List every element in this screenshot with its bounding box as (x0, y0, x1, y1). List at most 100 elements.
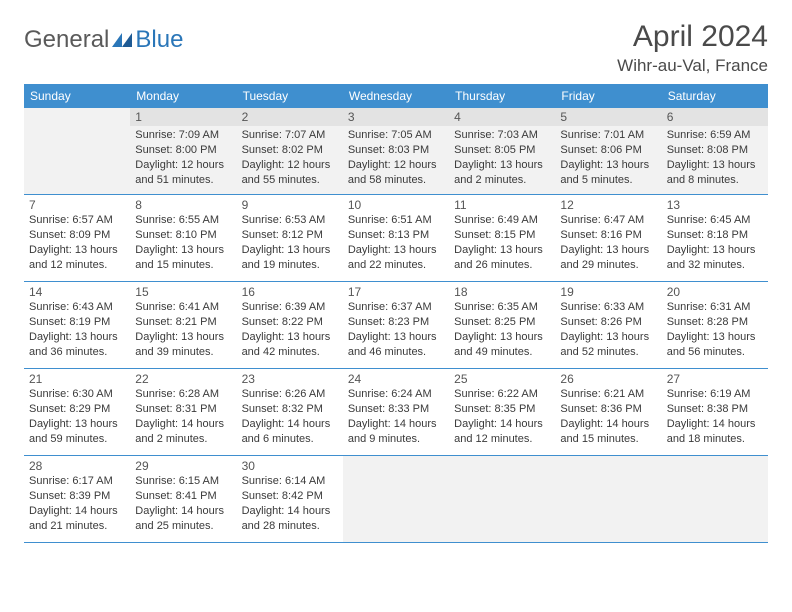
day-info: Sunrise: 6:45 AMSunset: 8:18 PMDaylight:… (667, 213, 763, 272)
day-cell: 6Sunrise: 6:59 AMSunset: 8:08 PMDaylight… (662, 108, 768, 194)
logo: General Blue (24, 26, 183, 54)
day-cell: 19Sunrise: 6:33 AMSunset: 8:26 PMDayligh… (555, 282, 661, 368)
sunset: Sunset: 8:33 PM (348, 402, 444, 417)
day-cell: 30Sunrise: 6:14 AMSunset: 8:42 PMDayligh… (237, 456, 343, 542)
daylight-line1: Daylight: 13 hours (560, 243, 656, 258)
day-number: 29 (135, 459, 231, 473)
day-number: 4 (449, 108, 555, 126)
day-cell: 11Sunrise: 6:49 AMSunset: 8:15 PMDayligh… (449, 195, 555, 281)
day-number: 20 (667, 285, 763, 299)
daylight-line1: Daylight: 14 hours (242, 417, 338, 432)
daylight-line1: Daylight: 13 hours (667, 243, 763, 258)
day-number: 14 (29, 285, 125, 299)
day-cell: 20Sunrise: 6:31 AMSunset: 8:28 PMDayligh… (662, 282, 768, 368)
sunset: Sunset: 8:00 PM (135, 143, 231, 158)
day-number: 12 (560, 198, 656, 212)
sunset: Sunset: 8:19 PM (29, 315, 125, 330)
day-info: Sunrise: 6:26 AMSunset: 8:32 PMDaylight:… (242, 387, 338, 446)
day-cell: 28Sunrise: 6:17 AMSunset: 8:39 PMDayligh… (24, 456, 130, 542)
day-number: 13 (667, 198, 763, 212)
sunrise: Sunrise: 7:09 AM (135, 128, 231, 143)
sunset: Sunset: 8:29 PM (29, 402, 125, 417)
day-cell: 2Sunrise: 7:07 AMSunset: 8:02 PMDaylight… (237, 108, 343, 194)
daylight-line2: and 19 minutes. (242, 258, 338, 273)
daylight-line1: Daylight: 13 hours (242, 243, 338, 258)
day-cell: 4 Sunrise: 7:03 AMSunset: 8:05 PMDaylight… (449, 108, 555, 194)
day-cell: 14Sunrise: 6:43 AMSunset: 8:19 PMDayligh… (24, 282, 130, 368)
daylight-line2: and 29 minutes. (560, 258, 656, 273)
daylight-line1: Daylight: 13 hours (348, 330, 444, 345)
day-info: Sunrise: 7:09 AMSunset: 8:00 PMDaylight:… (135, 128, 231, 187)
month-title: April 2024 (617, 20, 768, 54)
daylight-line2: and 9 minutes. (348, 432, 444, 447)
day-info: Sunrise: 6:49 AMSunset: 8:15 PMDaylight:… (454, 213, 550, 272)
sunrise: Sunrise: 6:22 AM (454, 387, 550, 402)
sunrise: Sunrise: 6:24 AM (348, 387, 444, 402)
day-cell: 13Sunrise: 6:45 AMSunset: 8:18 PMDayligh… (662, 195, 768, 281)
day-cell: 9Sunrise: 6:53 AMSunset: 8:12 PMDaylight… (237, 195, 343, 281)
day-cell: 1 Sunrise: 7:09 AMSunset: 8:00 PMDaylight… (130, 108, 236, 194)
day-number: 11 (454, 198, 550, 212)
day-info: Sunrise: 6:57 AMSunset: 8:09 PMDaylight:… (29, 213, 125, 272)
day-info: Sunrise: 6:17 AMSunset: 8:39 PMDaylight:… (29, 474, 125, 533)
day-info: Sunrise: 6:35 AMSunset: 8:25 PMDaylight:… (454, 300, 550, 359)
daylight-line1: Daylight: 14 hours (667, 417, 763, 432)
day-cell: 21Sunrise: 6:30 AMSunset: 8:29 PMDayligh… (24, 369, 130, 455)
daylight-line2: and 5 minutes. (560, 173, 656, 188)
day-number: 9 (242, 198, 338, 212)
week-row: 14Sunrise: 6:43 AMSunset: 8:19 PMDayligh… (24, 282, 768, 369)
daylight-line1: Daylight: 13 hours (242, 330, 338, 345)
daylight-line2: and 8 minutes. (667, 173, 763, 188)
sunrise: Sunrise: 6:59 AM (667, 128, 763, 143)
sunset: Sunset: 8:15 PM (454, 228, 550, 243)
sunrise: Sunrise: 6:15 AM (135, 474, 231, 489)
day-cell: 3Sunrise: 7:05 AMSunset: 8:03 PMDaylight… (343, 108, 449, 194)
daylight-line1: Daylight: 14 hours (242, 504, 338, 519)
sunrise: Sunrise: 6:30 AM (29, 387, 125, 402)
week-row: 7Sunrise: 6:57 AMSunset: 8:09 PMDaylight… (24, 195, 768, 282)
weekday-cell: Tuesday (237, 84, 343, 108)
day-cell: 7Sunrise: 6:57 AMSunset: 8:09 PMDaylight… (24, 195, 130, 281)
day-cell: 17Sunrise: 6:37 AMSunset: 8:23 PMDayligh… (343, 282, 449, 368)
day-info: Sunrise: 6:47 AMSunset: 8:16 PMDaylight:… (560, 213, 656, 272)
day-info: Sunrise: 6:51 AMSunset: 8:13 PMDaylight:… (348, 213, 444, 272)
sunrise: Sunrise: 6:41 AM (135, 300, 231, 315)
day-cell (449, 456, 555, 542)
day-cell (555, 456, 661, 542)
sunrise: Sunrise: 6:33 AM (560, 300, 656, 315)
daylight-line2: and 21 minutes. (29, 519, 125, 534)
daylight-line1: Daylight: 13 hours (667, 330, 763, 345)
day-number: 1 (130, 108, 236, 126)
sunset: Sunset: 8:05 PM (454, 143, 550, 158)
daylight-line2: and 32 minutes. (667, 258, 763, 273)
title-block: April 2024 Wihr-au-Val, France (617, 20, 768, 76)
day-number: 17 (348, 285, 444, 299)
calendar: SundayMondayTuesdayWednesdayThursdayFrid… (24, 84, 768, 543)
day-number: 6 (662, 108, 768, 126)
sunrise: Sunrise: 6:49 AM (454, 213, 550, 228)
sunrise: Sunrise: 6:19 AM (667, 387, 763, 402)
daylight-line2: and 58 minutes. (348, 173, 444, 188)
daylight-line1: Daylight: 13 hours (454, 158, 550, 173)
daylight-line2: and 15 minutes. (135, 258, 231, 273)
day-info: Sunrise: 6:24 AMSunset: 8:33 PMDaylight:… (348, 387, 444, 446)
sunset: Sunset: 8:06 PM (560, 143, 656, 158)
daylight-line1: Daylight: 13 hours (135, 243, 231, 258)
day-number: 16 (242, 285, 338, 299)
daylight-line1: Daylight: 12 hours (348, 158, 444, 173)
daylight-line1: Daylight: 14 hours (29, 504, 125, 519)
daylight-line1: Daylight: 13 hours (560, 330, 656, 345)
weekday-header: SundayMondayTuesdayWednesdayThursdayFrid… (24, 84, 768, 108)
day-cell (662, 456, 768, 542)
week-row: 1Sunrise: 7:09 AMSunset: 8:00 PMDaylight… (24, 108, 768, 195)
day-info: Sunrise: 6:33 AMSunset: 8:26 PMDaylight:… (560, 300, 656, 359)
sunset: Sunset: 8:10 PM (135, 228, 231, 243)
sunrise: Sunrise: 7:03 AM (454, 128, 550, 143)
day-number: 10 (348, 198, 444, 212)
daylight-line2: and 26 minutes. (454, 258, 550, 273)
sunset: Sunset: 8:28 PM (667, 315, 763, 330)
daylight-line1: Daylight: 13 hours (29, 243, 125, 258)
daylight-line2: and 2 minutes. (135, 432, 231, 447)
day-number: 21 (29, 372, 125, 386)
day-number: 27 (667, 372, 763, 386)
